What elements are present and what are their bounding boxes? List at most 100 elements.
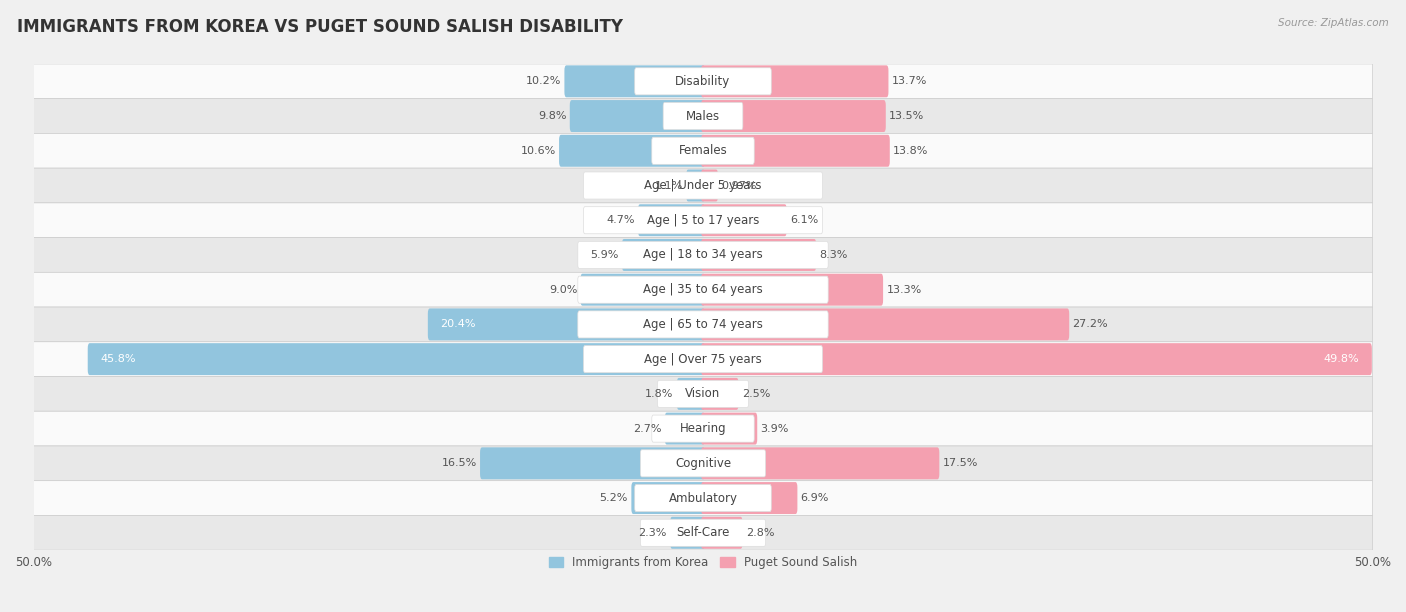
Text: 27.2%: 27.2% (1073, 319, 1108, 329)
FancyBboxPatch shape (34, 341, 1372, 376)
FancyBboxPatch shape (34, 411, 1372, 446)
FancyBboxPatch shape (702, 308, 1069, 340)
Text: Source: ZipAtlas.com: Source: ZipAtlas.com (1278, 18, 1389, 28)
FancyBboxPatch shape (652, 137, 754, 165)
Text: Age | 35 to 64 years: Age | 35 to 64 years (643, 283, 763, 296)
FancyBboxPatch shape (702, 204, 787, 236)
FancyBboxPatch shape (686, 170, 704, 201)
FancyBboxPatch shape (34, 272, 1372, 307)
Text: 20.4%: 20.4% (440, 319, 477, 329)
FancyBboxPatch shape (34, 133, 1372, 168)
Text: 49.8%: 49.8% (1323, 354, 1360, 364)
Text: 10.2%: 10.2% (526, 76, 561, 86)
FancyBboxPatch shape (671, 517, 704, 549)
Text: Self-Care: Self-Care (676, 526, 730, 539)
FancyBboxPatch shape (638, 204, 704, 236)
Text: 4.7%: 4.7% (606, 215, 634, 225)
FancyBboxPatch shape (34, 203, 1372, 237)
FancyBboxPatch shape (702, 100, 886, 132)
FancyBboxPatch shape (702, 170, 718, 201)
FancyBboxPatch shape (702, 447, 939, 479)
Text: IMMIGRANTS FROM KOREA VS PUGET SOUND SALISH DISABILITY: IMMIGRANTS FROM KOREA VS PUGET SOUND SAL… (17, 18, 623, 36)
Text: 10.6%: 10.6% (520, 146, 555, 156)
FancyBboxPatch shape (479, 447, 704, 479)
Text: Hearing: Hearing (679, 422, 727, 435)
Text: Age | Over 75 years: Age | Over 75 years (644, 353, 762, 365)
Text: 6.9%: 6.9% (801, 493, 830, 503)
FancyBboxPatch shape (34, 446, 1372, 480)
Text: Ambulatory: Ambulatory (668, 491, 738, 504)
FancyBboxPatch shape (34, 480, 1372, 515)
FancyBboxPatch shape (702, 517, 742, 549)
FancyBboxPatch shape (634, 485, 772, 512)
Legend: Immigrants from Korea, Puget Sound Salish: Immigrants from Korea, Puget Sound Salis… (544, 551, 862, 573)
Text: 16.5%: 16.5% (441, 458, 477, 468)
Text: Vision: Vision (685, 387, 721, 400)
FancyBboxPatch shape (34, 64, 1372, 99)
FancyBboxPatch shape (578, 241, 828, 269)
Text: 3.9%: 3.9% (761, 424, 789, 433)
FancyBboxPatch shape (658, 380, 748, 408)
Text: 2.3%: 2.3% (638, 528, 666, 538)
Text: Age | 5 to 17 years: Age | 5 to 17 years (647, 214, 759, 226)
FancyBboxPatch shape (631, 482, 704, 514)
Text: 13.3%: 13.3% (886, 285, 922, 295)
FancyBboxPatch shape (578, 276, 828, 303)
FancyBboxPatch shape (578, 311, 828, 338)
FancyBboxPatch shape (665, 412, 704, 444)
FancyBboxPatch shape (702, 482, 797, 514)
Text: 13.5%: 13.5% (889, 111, 924, 121)
FancyBboxPatch shape (34, 237, 1372, 272)
Text: 8.3%: 8.3% (820, 250, 848, 260)
FancyBboxPatch shape (652, 415, 754, 442)
Text: 2.8%: 2.8% (745, 528, 775, 538)
FancyBboxPatch shape (702, 412, 758, 444)
FancyBboxPatch shape (702, 378, 738, 410)
Text: 9.0%: 9.0% (548, 285, 576, 295)
FancyBboxPatch shape (702, 135, 890, 166)
Text: 13.7%: 13.7% (891, 76, 927, 86)
Text: Age | 65 to 74 years: Age | 65 to 74 years (643, 318, 763, 331)
FancyBboxPatch shape (664, 102, 742, 130)
Text: 5.2%: 5.2% (599, 493, 628, 503)
FancyBboxPatch shape (702, 65, 889, 97)
Text: 17.5%: 17.5% (942, 458, 979, 468)
FancyBboxPatch shape (621, 239, 704, 271)
Text: 1.1%: 1.1% (655, 181, 683, 190)
Text: Disability: Disability (675, 75, 731, 88)
Text: 9.8%: 9.8% (538, 111, 567, 121)
Text: 6.1%: 6.1% (790, 215, 818, 225)
FancyBboxPatch shape (676, 378, 704, 410)
FancyBboxPatch shape (640, 450, 766, 477)
Text: 0.97%: 0.97% (721, 181, 756, 190)
Text: 13.8%: 13.8% (893, 146, 928, 156)
Text: 1.8%: 1.8% (645, 389, 673, 399)
FancyBboxPatch shape (427, 308, 704, 340)
FancyBboxPatch shape (34, 99, 1372, 133)
Text: Age | Under 5 years: Age | Under 5 years (644, 179, 762, 192)
FancyBboxPatch shape (583, 346, 823, 373)
Text: Cognitive: Cognitive (675, 457, 731, 470)
Text: Males: Males (686, 110, 720, 122)
FancyBboxPatch shape (34, 515, 1372, 550)
FancyBboxPatch shape (34, 307, 1372, 341)
FancyBboxPatch shape (702, 274, 883, 305)
FancyBboxPatch shape (581, 274, 704, 305)
FancyBboxPatch shape (560, 135, 704, 166)
FancyBboxPatch shape (34, 168, 1372, 203)
Text: Females: Females (679, 144, 727, 157)
FancyBboxPatch shape (564, 65, 704, 97)
FancyBboxPatch shape (583, 207, 823, 234)
FancyBboxPatch shape (569, 100, 704, 132)
Text: 2.7%: 2.7% (633, 424, 661, 433)
Text: 2.5%: 2.5% (742, 389, 770, 399)
FancyBboxPatch shape (87, 343, 704, 375)
Text: 5.9%: 5.9% (591, 250, 619, 260)
FancyBboxPatch shape (640, 519, 766, 547)
FancyBboxPatch shape (583, 172, 823, 199)
Text: 45.8%: 45.8% (100, 354, 136, 364)
FancyBboxPatch shape (34, 376, 1372, 411)
FancyBboxPatch shape (702, 343, 1372, 375)
FancyBboxPatch shape (702, 239, 815, 271)
Text: Age | 18 to 34 years: Age | 18 to 34 years (643, 248, 763, 261)
